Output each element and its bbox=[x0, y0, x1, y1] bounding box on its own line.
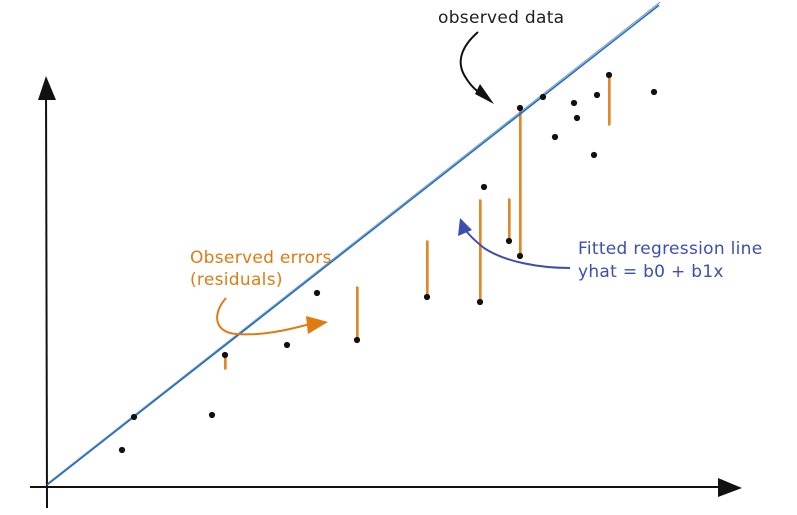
data-point bbox=[539, 93, 547, 101]
data-point bbox=[593, 91, 601, 99]
residuals-arrow bbox=[216, 297, 311, 336]
data-point bbox=[551, 133, 559, 141]
data-point bbox=[313, 289, 321, 297]
regression-line-sketch bbox=[47, 1, 661, 484]
fitted-regression-line2: yhat = b0 + b1x bbox=[578, 262, 724, 282]
data-point bbox=[505, 237, 513, 245]
observed-data-label: observed data bbox=[438, 8, 564, 28]
y-axis-arrowhead bbox=[38, 76, 56, 100]
fitted-line-arrowhead bbox=[458, 218, 472, 236]
observed-data-arrow bbox=[459, 31, 489, 99]
observed-errors-label: Observed errors (residuals) bbox=[190, 247, 332, 291]
x-axis-arrowhead bbox=[718, 478, 742, 497]
data-point bbox=[221, 351, 229, 359]
data-point bbox=[570, 99, 578, 107]
data-point bbox=[573, 114, 581, 122]
annotation-arrows bbox=[216, 31, 571, 336]
fitted-line-arrow bbox=[463, 227, 571, 269]
data-point bbox=[516, 104, 524, 112]
residuals-arrowhead bbox=[306, 316, 328, 334]
data-point bbox=[476, 298, 484, 306]
data-point bbox=[480, 183, 488, 191]
data-point bbox=[353, 336, 361, 344]
observed-errors-line2: (residuals) bbox=[190, 270, 283, 290]
data-point bbox=[283, 341, 291, 349]
observed-data-text: observed data bbox=[438, 8, 565, 28]
data-point bbox=[118, 446, 126, 454]
residual-lines bbox=[224, 74, 611, 370]
data-point bbox=[423, 293, 431, 301]
axes bbox=[30, 76, 742, 509]
data-point bbox=[208, 411, 216, 419]
y-axis bbox=[45, 81, 48, 509]
observed-data-arrowhead bbox=[475, 84, 494, 104]
regression-line-group bbox=[46, 1, 661, 486]
data-point bbox=[130, 413, 138, 421]
observed-points bbox=[118, 71, 658, 454]
data-point bbox=[605, 71, 613, 79]
data-point bbox=[650, 88, 658, 96]
fitted-regression-line1: Fitted regression line bbox=[578, 239, 763, 259]
fitted-regression-label: Fitted regression line yhat = b0 + b1x bbox=[578, 238, 763, 284]
regression-line bbox=[46, 4, 660, 486]
data-point bbox=[516, 252, 524, 260]
data-point bbox=[590, 151, 598, 159]
observed-errors-line1: Observed errors bbox=[190, 248, 332, 268]
